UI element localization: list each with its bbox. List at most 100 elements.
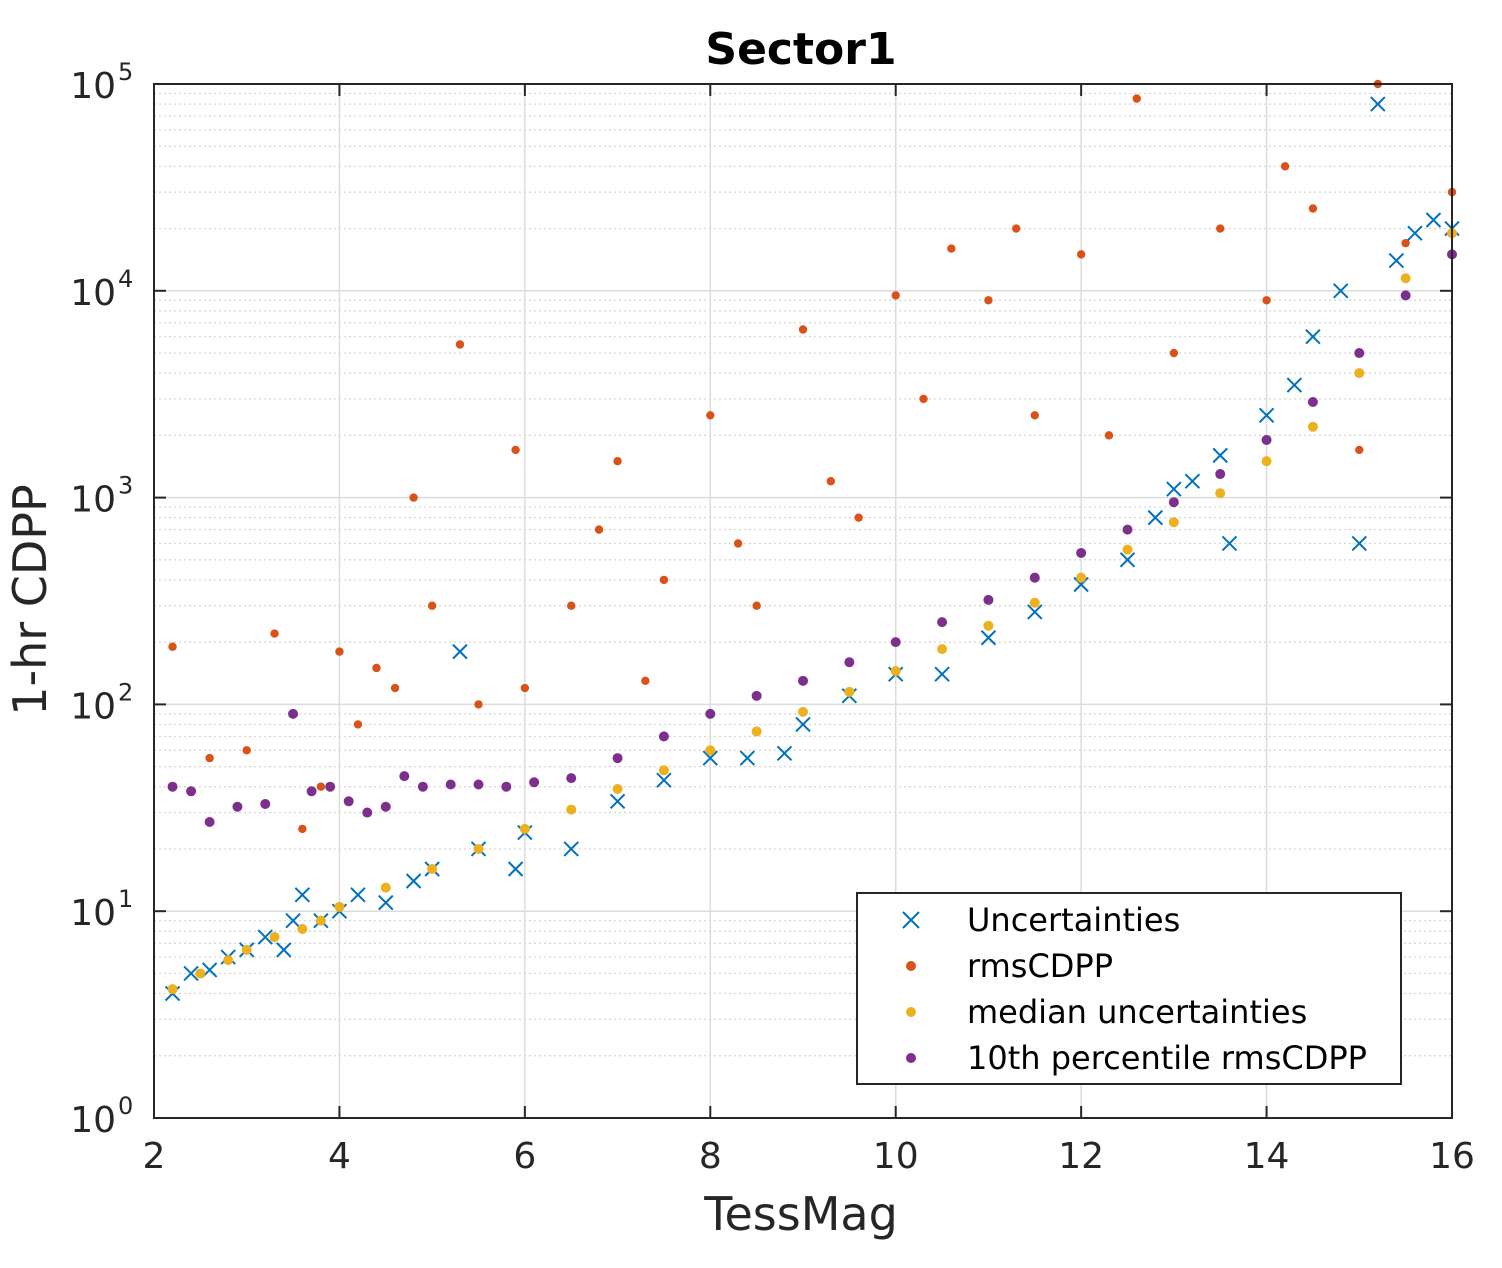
y-tick-exponent: 5	[118, 58, 133, 86]
y-tick-exponent: 1	[118, 885, 133, 913]
rmscdpp-point	[1216, 224, 1225, 233]
uncertainty-point	[1212, 447, 1228, 464]
median-uncertainty-point	[1261, 456, 1272, 467]
percentile-point	[288, 708, 299, 719]
legend-marker-dot	[906, 1007, 916, 1017]
uncertainty-point	[563, 841, 579, 857]
x-tick-labels: 2 4 6 8 10 12 14 16	[143, 1136, 1475, 1177]
median-uncertainty-point	[241, 944, 252, 955]
series-10th-percentile-rmscdpp	[167, 249, 1457, 827]
legend-label: Uncertainties	[967, 901, 1180, 939]
rmscdpp-point	[372, 663, 381, 673]
uncertainty-point	[1027, 604, 1043, 620]
percentile-point	[204, 816, 215, 827]
x-tick-label: 4	[328, 1136, 351, 1177]
percentile-point	[1076, 547, 1087, 558]
rmscdpp-point	[1012, 224, 1021, 233]
uncertainty-point	[702, 750, 718, 766]
y-tick-label: 10	[70, 66, 116, 107]
percentile-point	[306, 786, 317, 797]
rmscdpp-point	[1280, 162, 1290, 171]
rmscdpp-point	[798, 325, 808, 334]
x-tick-label: 16	[1429, 1136, 1475, 1177]
median-uncertainty-point	[315, 915, 326, 926]
rmscdpp-point	[752, 601, 761, 610]
uncertainty-point	[776, 745, 793, 762]
legend-marker-dot	[906, 1053, 916, 1063]
rmscdpp-point	[891, 291, 900, 300]
uncertainty-point	[405, 873, 422, 889]
legend-label: 10th percentile rmsCDPP	[967, 1039, 1367, 1077]
rmscdpp-point	[1104, 431, 1114, 440]
rmscdpp-point	[919, 394, 928, 404]
uncertainty-point	[1351, 535, 1367, 552]
percentile-point	[798, 675, 808, 686]
uncertainty-point	[609, 793, 626, 809]
rmscdpp-point	[316, 782, 326, 791]
uncertainty-point	[656, 772, 672, 788]
percentile-point	[612, 753, 623, 764]
uncertainty-point	[1370, 96, 1386, 112]
percentile-point	[399, 771, 410, 782]
uncertainty-point	[507, 861, 524, 877]
percentile-point	[1400, 290, 1411, 301]
median-uncertainty-point	[658, 765, 669, 776]
rmscdpp-point	[594, 525, 604, 534]
uncertainty-point	[1286, 377, 1303, 393]
chart-title: Sector1	[705, 24, 896, 75]
percentile-point	[362, 807, 373, 818]
percentile-point	[658, 731, 669, 742]
series-rmscdpp	[168, 79, 1457, 834]
y-tick-exponent: 0	[118, 1092, 133, 1120]
x-tick-label: 12	[1058, 1136, 1104, 1177]
median-uncertainty-point	[566, 804, 577, 815]
median-uncertainty-point	[1168, 517, 1179, 528]
rmscdpp-point	[1401, 238, 1410, 248]
uncertainty-point	[1166, 481, 1182, 497]
rmscdpp-point	[390, 683, 400, 693]
y-tick-exponent: 2	[118, 678, 133, 706]
median-uncertainty-point	[1354, 368, 1365, 379]
percentile-point	[501, 781, 512, 792]
uncertainty-point	[1407, 225, 1423, 241]
percentile-point	[1029, 572, 1040, 583]
median-uncertainty-point	[380, 882, 391, 893]
rmscdpp-point	[706, 411, 715, 420]
median-uncertainty-point	[751, 726, 762, 737]
median-uncertainty-point	[705, 745, 716, 756]
rmscdpp-point	[205, 753, 214, 763]
rmscdpp-point	[854, 513, 863, 522]
median-uncertainty-point	[844, 686, 855, 697]
uncertainty-point	[1388, 252, 1405, 269]
rmscdpp-point	[1030, 411, 1039, 420]
percentile-point	[983, 594, 994, 605]
rmscdpp-point	[270, 629, 279, 638]
percentile-point	[445, 779, 456, 790]
series-median-uncertainties	[167, 228, 1457, 995]
x-tick-label: 6	[513, 1136, 536, 1177]
uncertainty-point	[1073, 576, 1089, 593]
x-axis-title: TessMag	[703, 1187, 898, 1241]
rmscdpp-point	[733, 539, 743, 548]
rmscdpp-point	[826, 477, 836, 486]
uncertainty-point	[257, 929, 273, 945]
percentile-point	[343, 796, 354, 807]
rmscdpp-point	[455, 340, 465, 349]
rmscdpp-point	[613, 456, 622, 466]
uncertainty-point	[1258, 407, 1275, 424]
median-uncertainty-point	[937, 644, 948, 655]
uncertainty-point	[934, 666, 950, 682]
uncertainty-point	[739, 750, 756, 766]
percentile-point	[380, 801, 391, 812]
y-tick-label: 10	[70, 480, 116, 521]
x-tick-label: 2	[143, 1136, 166, 1177]
uncertainty-point	[980, 630, 997, 646]
rmscdpp-point	[427, 601, 437, 610]
uncertainty-point	[1147, 509, 1164, 526]
rmscdpp-point	[567, 601, 576, 610]
median-uncertainty-point	[1215, 488, 1226, 499]
uncertainty-point	[1221, 535, 1238, 552]
percentile-point	[473, 779, 484, 790]
median-uncertainty-point	[1076, 572, 1087, 583]
rmscdpp-point	[1262, 296, 1271, 305]
